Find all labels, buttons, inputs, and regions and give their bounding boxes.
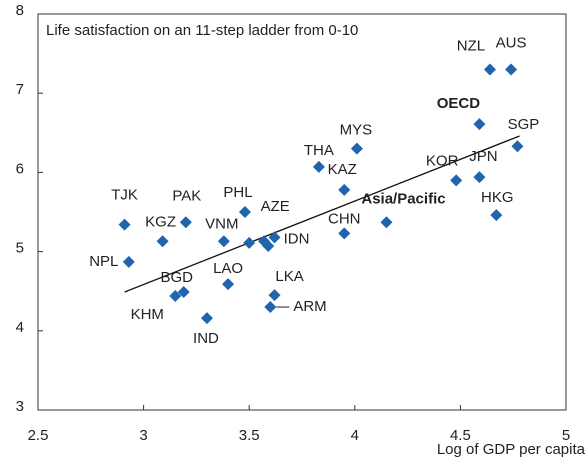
data-point (264, 301, 277, 314)
point-label: KHM (131, 306, 164, 323)
y-tick-label: 8 (16, 2, 24, 19)
point-label: KAZ (328, 161, 357, 178)
point-label: AZE (261, 198, 290, 215)
y-tick-label: 7 (16, 81, 24, 98)
x-tick-label: 3.5 (239, 427, 260, 444)
data-point (118, 218, 131, 231)
point-label: HKG (481, 189, 514, 206)
point-label: PHL (223, 184, 252, 201)
data-point (262, 240, 275, 253)
data-point (380, 216, 393, 229)
data-point (338, 227, 351, 240)
x-axis-label: Log of GDP per capita (437, 441, 586, 458)
point-label: PAK (172, 187, 201, 204)
trend-line (124, 135, 520, 293)
x-tick-label: 2.5 (28, 427, 49, 444)
y-tick-label: 5 (16, 240, 24, 257)
data-point (450, 174, 463, 187)
y-tick-label: 3 (16, 398, 24, 415)
plot-frame (37, 13, 567, 411)
data-point (122, 255, 135, 268)
data-point (268, 289, 281, 302)
data-point (156, 235, 169, 248)
y-tick-label: 6 (16, 160, 24, 177)
data-point (268, 231, 281, 244)
point-label: IDN (284, 230, 310, 247)
data-point (217, 235, 230, 248)
point-label: TJK (111, 187, 138, 204)
data-point (179, 216, 192, 229)
point-label: VNM (205, 215, 238, 232)
data-point (312, 160, 325, 173)
point-label: SGP (508, 116, 540, 133)
data-point (473, 171, 486, 184)
y-tick-label: 4 (16, 319, 24, 336)
data-point (505, 63, 518, 76)
data-point (169, 289, 182, 302)
x-tick-label: 3 (139, 427, 147, 444)
point-label: KOR (426, 152, 459, 169)
data-point (222, 278, 235, 291)
point-label: AUS (496, 34, 527, 51)
point-label: THA (304, 142, 334, 159)
point-label: ARM (293, 298, 326, 315)
data-point (200, 312, 213, 325)
x-tick-label: 5 (562, 427, 570, 444)
data-point (338, 183, 351, 196)
point-label: BGD (160, 269, 193, 286)
data-point (177, 285, 190, 298)
x-tick-label: 4 (351, 427, 359, 444)
data-point (490, 209, 503, 222)
data-point (483, 63, 496, 76)
data-point (350, 142, 363, 155)
chart-title: Life satisfaction on an 11-step ladder f… (46, 22, 358, 39)
point-label: CHN (328, 210, 361, 227)
point-label: NPL (89, 253, 118, 270)
point-label: LAO (213, 260, 243, 277)
data-point (473, 118, 486, 131)
data-point (243, 236, 256, 249)
x-tick-label: 4.5 (450, 427, 471, 444)
point-label: IND (193, 330, 219, 347)
point-label: JPN (469, 148, 497, 165)
point-label: MYS (340, 122, 373, 139)
point-label: LKA (275, 268, 303, 285)
point-label: Asia/Pacific (361, 190, 445, 207)
point-label: KGZ (145, 213, 176, 230)
point-label: OECD (437, 95, 481, 112)
point-label: NZL (457, 37, 485, 54)
data-point (238, 206, 251, 218)
data-point (511, 140, 524, 153)
